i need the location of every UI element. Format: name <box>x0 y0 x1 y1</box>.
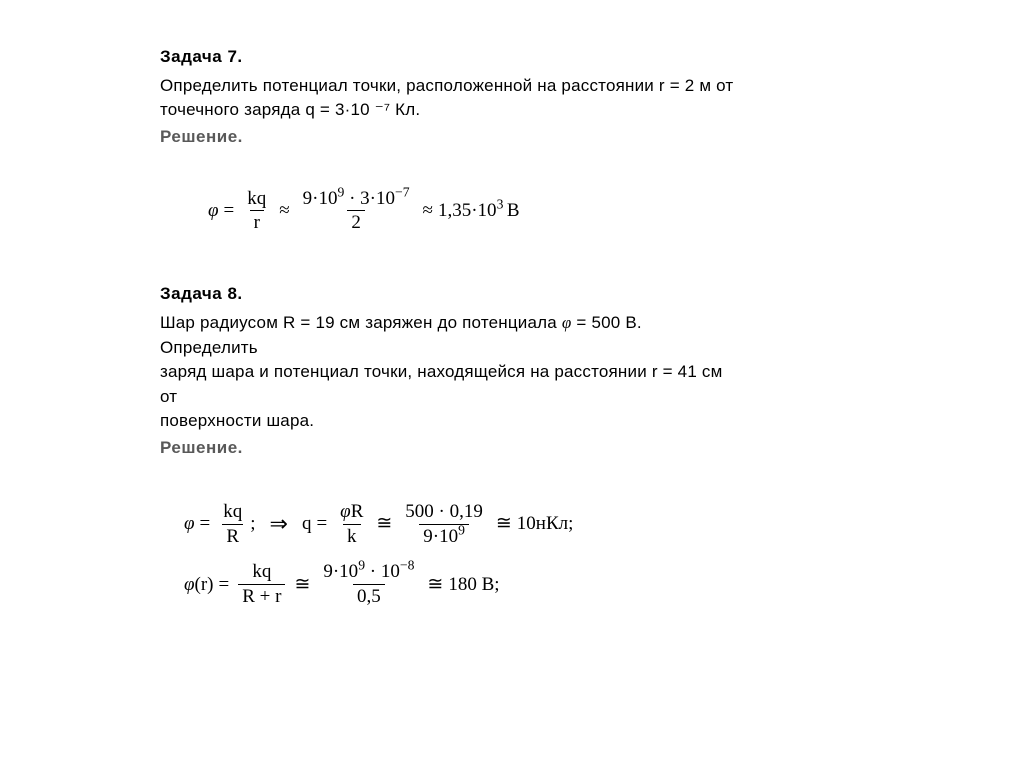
problem-7-prompt-line1: Определить потенциал точки, расположенно… <box>160 76 733 95</box>
numerator: kq <box>219 501 246 524</box>
denominator: k <box>343 524 361 548</box>
numerator: φR <box>336 501 367 524</box>
fraction-numeric-1: 9·109 · 3·10−7 2 <box>299 188 414 235</box>
implies-arrow: ⇒ <box>270 508 288 540</box>
denominator: R + r <box>238 584 285 608</box>
problem-8-prompt-line1a: Шар радиусом R = 19 см заряжен до потенц… <box>160 313 562 332</box>
denominator: r <box>250 210 264 234</box>
numerator: kq <box>248 561 275 584</box>
approx-equal-sign: ≅ <box>376 510 392 538</box>
problem-7: Задача 7. Определить потенциал точки, ра… <box>160 45 740 234</box>
approx-sign: ≈ <box>279 197 289 225</box>
phi-symbol: φ <box>208 197 219 225</box>
approx-sign: ≈ <box>423 197 433 225</box>
numerator: kq <box>243 188 270 211</box>
denominator: R <box>222 524 243 548</box>
problem-8-prompt: Шар радиусом R = 19 см заряжен до потенц… <box>160 311 740 434</box>
result-q: 10нКл; <box>517 510 574 538</box>
denominator: 9·109 <box>419 524 469 548</box>
result: 1,35·103 В <box>438 197 520 225</box>
problem-8-formula-line1: φ = kq R ; ⇒ q = φR k ≅ 500 · 0,19 9·109 <box>184 501 740 548</box>
problem-7-solution-label: Решение. <box>160 125 740 150</box>
semicolon: ; <box>250 510 255 538</box>
problem-8-formula-line2: φ(r) = kq R + r ≅ 9·109 · 10−8 0,5 ≅ 180… <box>184 561 740 608</box>
problem-8-prompt-line3: поверхности шара. <box>160 411 314 430</box>
problem-7-heading: Задача 7. <box>160 45 740 70</box>
document-page: Задача 7. Определить потенциал точки, ра… <box>0 0 740 608</box>
approx-equal-sign: ≅ <box>294 571 310 599</box>
equals-sign: = <box>200 510 211 538</box>
problem-8-solution-label: Решение. <box>160 436 740 461</box>
problem-7-prompt: Определить потенциал точки, расположенно… <box>160 74 740 123</box>
problem-8-prompt-line2: заряд шара и потенциал точки, находящейс… <box>160 362 723 406</box>
fraction-kq-over-r: kq r <box>243 188 270 235</box>
equals-sign: = <box>316 510 327 538</box>
approx-equal-sign: ≅ <box>496 510 512 538</box>
denominator: 2 <box>347 210 365 234</box>
numerator: 9·109 · 10−8 <box>319 561 418 584</box>
phi-symbol: φ <box>184 510 195 538</box>
numerator: 500 · 0,19 <box>401 501 487 524</box>
numerator: 9·109 · 3·10−7 <box>299 188 414 211</box>
problem-8-formulas: φ = kq R ; ⇒ q = φR k ≅ 500 · 0,19 9·109 <box>184 501 740 608</box>
equals-sign: = <box>224 197 235 225</box>
equals-sign: = <box>219 571 230 599</box>
problem-7-prompt-line2: точечного заряда q = 3·10 ⁻⁷ Кл. <box>160 100 420 119</box>
problem-8: Задача 8. Шар радиусом R = 19 см заряжен… <box>160 282 740 608</box>
problem-8-heading: Задача 8. <box>160 282 740 307</box>
denominator: 0,5 <box>353 584 385 608</box>
result-phi-r: 180 В; <box>448 571 499 599</box>
fraction-kq-over-R: kq R <box>219 501 246 548</box>
fraction-phiR-over-k: φR k <box>336 501 367 548</box>
q-symbol: q <box>302 510 312 538</box>
phi-of-r: φ(r) <box>184 571 214 599</box>
fraction-numeric-2: 500 · 0,19 9·109 <box>401 501 487 548</box>
problem-7-formula: φ = kq r ≈ 9·109 · 3·10−7 2 ≈ 1,35·103 В <box>208 188 740 235</box>
fraction-kq-over-Rr: kq R + r <box>238 561 285 608</box>
fraction-numeric-3: 9·109 · 10−8 0,5 <box>319 561 418 608</box>
approx-equal-sign: ≅ <box>427 571 443 599</box>
